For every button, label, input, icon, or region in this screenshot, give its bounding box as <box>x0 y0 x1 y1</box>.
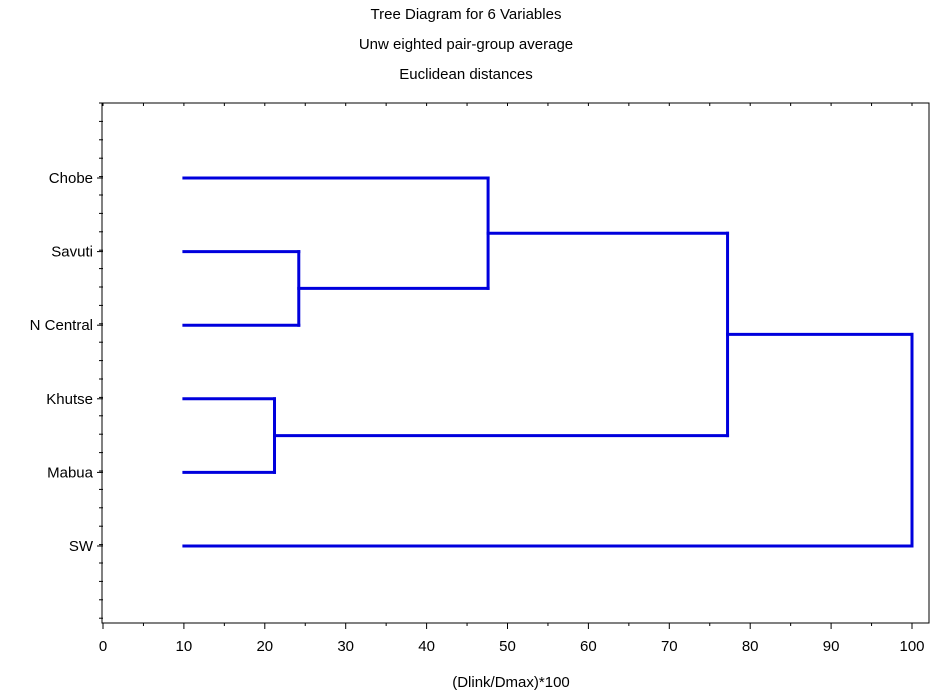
x-axis-label: (Dlink/Dmax)*100 <box>452 674 570 691</box>
x-tick-label: 30 <box>337 638 354 655</box>
chart-subtitle-method: Unw eighted pair-group average <box>358 36 574 53</box>
leaf-label: N Central <box>30 317 93 334</box>
leaf-label: SW <box>69 538 94 555</box>
leaf-label: Chobe <box>49 170 93 187</box>
axis-ticks <box>97 102 913 629</box>
leaf-labels: Chobe Savuti N Central Khutse Mabua SW <box>30 170 94 555</box>
chart-title: Tree Diagram for 6 Variables <box>370 6 562 23</box>
x-tick-label: 100 <box>899 638 924 655</box>
x-tick-labels: 0 10 20 30 40 50 60 70 80 90 100 <box>99 638 925 655</box>
x-tick-label: 0 <box>99 638 107 655</box>
dendrogram-links <box>182 176 914 548</box>
x-tick-label: 80 <box>742 638 759 655</box>
leaf-label: Mabua <box>47 464 94 481</box>
x-tick-label: 20 <box>256 638 273 655</box>
leaf-label: Khutse <box>46 391 93 408</box>
x-tick-label: 90 <box>823 638 840 655</box>
x-tick-label: 50 <box>499 638 516 655</box>
x-tick-label: 40 <box>418 638 435 655</box>
plot-frame <box>101 102 930 624</box>
leaf-label: Savuti <box>51 244 93 261</box>
x-tick-label: 70 <box>661 638 678 655</box>
x-tick-label: 10 <box>176 638 193 655</box>
chart-subtitle-distance: Euclidean distances <box>399 66 533 83</box>
x-tick-label: 60 <box>580 638 597 655</box>
